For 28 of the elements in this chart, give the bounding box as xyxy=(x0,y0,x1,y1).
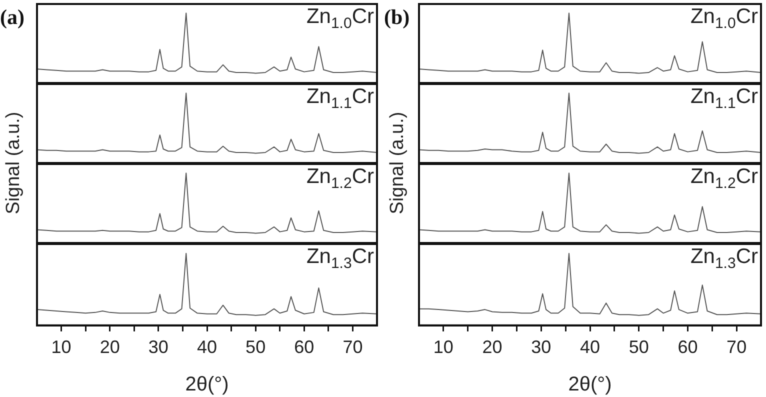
x-tick-label: 60 xyxy=(294,337,314,358)
x-tick-label: 40 xyxy=(580,337,600,358)
series-label: Zn$_{1.0}$Cr xyxy=(306,5,374,32)
series-label: Zn$_{1.3}$Cr xyxy=(306,245,374,272)
x-tick-label: 60 xyxy=(678,337,698,358)
series-label: Zn$_{1.2}$Cr xyxy=(690,165,758,192)
x-axis-title: 2θ(°) xyxy=(568,374,612,396)
x-tick-label: 10 xyxy=(51,337,72,358)
x-tick-label: 70 xyxy=(726,337,747,358)
series-label: Zn$_{1.1}$Cr xyxy=(306,85,374,112)
x-tick-label: 30 xyxy=(148,337,168,358)
x-tick-label: 70 xyxy=(342,337,363,358)
x-tick-label: 50 xyxy=(246,337,266,358)
y-axis-title: Signal (a.u.) xyxy=(3,112,25,214)
x-axis-title: 2θ(°) xyxy=(185,374,229,396)
series-label: Zn$_{1.0}$Cr xyxy=(690,5,758,32)
text: (a) xyxy=(0,5,24,30)
x-tick-label: 20 xyxy=(100,337,120,358)
x-tick-label: 20 xyxy=(482,337,502,358)
series-label: Zn$_{1.3}$Cr xyxy=(690,245,758,272)
x-tick-label: 40 xyxy=(196,337,218,358)
series-label: Zn$_{1.1}$Cr xyxy=(690,85,758,112)
text: (b) xyxy=(384,5,410,30)
x-tick-label: 10 xyxy=(433,337,454,358)
y-axis-title: Signal (a.u.) xyxy=(387,112,409,214)
x-tick-label: 30 xyxy=(531,337,552,358)
x-tick-label: 50 xyxy=(628,337,649,358)
series-label: Zn$_{1.2}$Cr xyxy=(306,165,374,192)
